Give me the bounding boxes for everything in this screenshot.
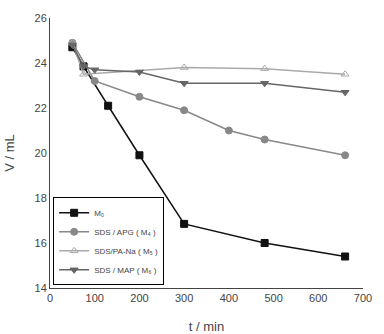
svg-text:16: 16 [35,237,47,249]
svg-text:500: 500 [264,292,282,304]
svg-text:24: 24 [35,57,47,69]
svg-text:M₀: M₀ [94,209,104,218]
svg-text:700: 700 [354,292,372,304]
svg-text:200: 200 [130,292,148,304]
svg-text:18: 18 [35,192,47,204]
svg-text:SDS/PA-Na ( M₅ ): SDS/PA-Na ( M₅ ) [94,247,158,256]
svg-text:100: 100 [86,292,104,304]
svg-text:300: 300 [175,292,193,304]
svg-text:600: 600 [309,292,327,304]
svg-text:SDS / APG ( M₄ ): SDS / APG ( M₄ ) [94,228,156,237]
svg-text:0: 0 [47,292,53,304]
svg-text:14: 14 [35,282,47,294]
svg-text:22: 22 [35,102,47,114]
svg-text:SDS / MAP ( M₆ ): SDS / MAP ( M₆ ) [94,266,157,275]
svg-text:26: 26 [35,12,47,24]
svg-text:400: 400 [220,292,238,304]
svg-text:V / mL: V / mL [2,134,17,172]
svg-text:20: 20 [35,147,47,159]
svg-text:t / min: t / min [189,319,224,334]
